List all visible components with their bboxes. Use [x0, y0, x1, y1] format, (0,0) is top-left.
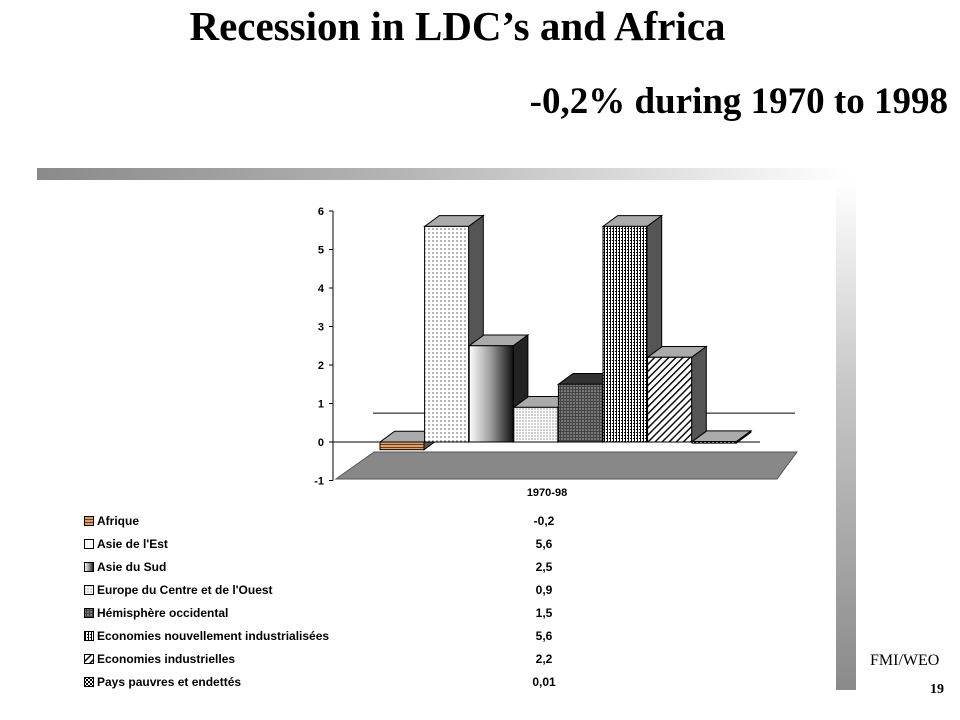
- right-decorative-rule: [836, 180, 856, 690]
- bar-front: [602, 225, 648, 443]
- legend-label: Afrique: [97, 514, 139, 528]
- table-value: 2,2: [535, 652, 553, 666]
- legend-label: Europe du Centre et de l'Ouest: [97, 583, 273, 597]
- legend-entry: Afrique: [84, 510, 514, 533]
- table-row: Europe du Centre et de l'Ouest 0,9: [84, 579, 574, 602]
- legend-entry: Pays pauvres et endettés: [84, 671, 514, 694]
- table-value: 0,9: [535, 583, 553, 597]
- y-axis: -1 0 1 2 3 4 5 6: [314, 206, 334, 488]
- table-row: Hémisphère occidental 1,5: [84, 602, 574, 625]
- y-tick-label: 6: [318, 206, 324, 218]
- legend-label: Hémisphère occidental: [97, 606, 229, 620]
- legend-swatch-icon: [84, 562, 94, 572]
- legend-swatch-icon: [84, 539, 94, 549]
- bar-front: [691, 441, 737, 444]
- y-tick-label: 0: [318, 437, 324, 449]
- legend-swatch-icon: [84, 677, 94, 687]
- table-value: 5,6: [535, 537, 553, 551]
- bar-front: [379, 441, 425, 451]
- legend-label: Pays pauvres et endettés: [97, 675, 242, 689]
- page-number: 19: [930, 682, 944, 697]
- x-category-label: 1970-98: [527, 487, 567, 499]
- table-row: Asie du Sud 2,5: [84, 556, 574, 579]
- legend-entry: Economies nouvellement industrialisées: [84, 625, 514, 648]
- legend-label: Asie de l'Est: [97, 537, 168, 551]
- table-row: Economies nouvellement industrialisées 5,…: [84, 625, 574, 648]
- legend-label: Economies industrielles: [97, 652, 236, 666]
- bar-economies-industrielles: [646, 345, 708, 443]
- legend-entry: Hémisphère occidental: [84, 602, 514, 625]
- bar-front: [468, 345, 514, 443]
- x-axis-labels: 1970-98: [527, 487, 567, 499]
- table-value: 0,01: [532, 675, 556, 689]
- legend-swatch-icon: [84, 608, 94, 618]
- legend-label: Economies nouvellement industrialisées: [97, 629, 330, 643]
- legend-entry: Economies industrielles: [84, 648, 514, 671]
- table-value: 2,5: [535, 560, 553, 574]
- y-tick-label: 4: [318, 283, 325, 295]
- source-label: FMI/WEO: [870, 652, 940, 669]
- bar-chart: -1 0 1 2 3 4 5 6 1970-98: [314, 206, 798, 499]
- data-table-legend: Afrique -0,2 Asie de l'Est 5,6 Asie du Sud 2,…: [84, 510, 574, 694]
- y-tick-label: -1: [314, 476, 324, 488]
- bar-front: [647, 356, 693, 443]
- slide-title: Recession in LDC’s and Africa: [189, 3, 726, 49]
- bars-group: [378, 214, 753, 451]
- legend-entry: Europe du Centre et de l'Ouest: [84, 579, 514, 602]
- bar-front: [557, 383, 603, 443]
- table-row: Asie de l'Est 5,6: [84, 533, 574, 556]
- bar-front: [513, 406, 559, 443]
- y-tick-label: 5: [318, 245, 324, 257]
- table-row: Afrique -0,2: [84, 510, 574, 533]
- bar-front: [424, 225, 470, 443]
- table-value: 1,5: [535, 606, 553, 620]
- y-tick-label: 3: [318, 322, 324, 334]
- y-tick-label: 2: [318, 360, 324, 372]
- legend-swatch-icon: [84, 654, 94, 664]
- bar-asie-du-sud: [467, 333, 530, 443]
- slide-subtitle: -0,2% during 1970 to 1998: [529, 81, 948, 122]
- legend-entry: Asie de l'Est: [84, 533, 514, 556]
- bar-side: [691, 345, 707, 443]
- table-row: Economies industrielles 2,2: [84, 648, 574, 671]
- legend-swatch-icon: [84, 631, 94, 641]
- legend-label: Asie du Sud: [97, 560, 167, 574]
- y-tick-label: 1: [318, 399, 324, 411]
- top-decorative-rule: [37, 168, 849, 180]
- table-value: -0,2: [533, 514, 555, 528]
- bar-pays-pauvres-et-endett-s: [690, 429, 753, 445]
- legend-swatch-icon: [84, 585, 94, 595]
- table-value: 5,6: [535, 629, 553, 643]
- legend-entry: Asie du Sud: [84, 556, 514, 579]
- table-row: Pays pauvres et endettés 0,01: [84, 671, 574, 694]
- legend-swatch-icon: [84, 516, 94, 526]
- chart-floor-slab: [334, 451, 798, 480]
